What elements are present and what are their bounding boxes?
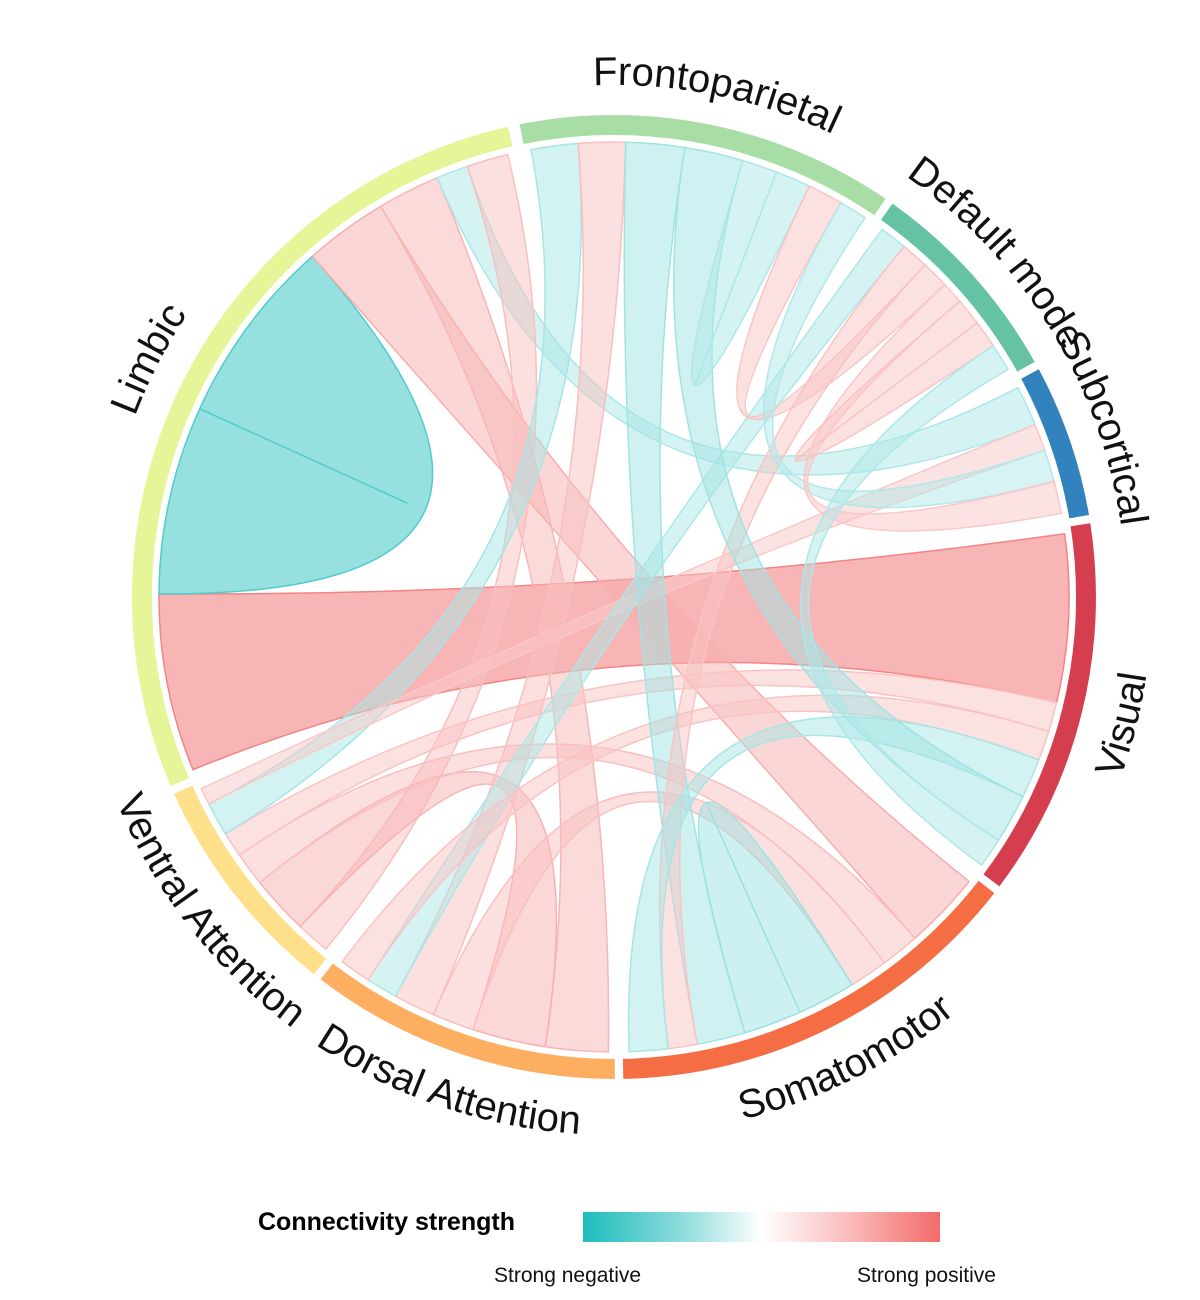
segment-arc-default-mode <box>881 203 1035 372</box>
chord-link-somatomotor-to-somatomotor <box>697 801 854 1034</box>
segment-arc-somatomotor <box>622 880 995 1079</box>
segment-arc-dorsal-attention <box>320 963 615 1080</box>
chord-link-default-mode-to-visual <box>800 344 1010 867</box>
legend-color-bar <box>583 1212 940 1242</box>
chord-link-frontoparietal-to-subcortical <box>762 201 1056 509</box>
chord-link-dorsal-attention-to-visual <box>341 694 1050 981</box>
segment-arc-subcortical <box>1021 369 1089 519</box>
legend-low-label: Strong negative <box>494 1264 642 1287</box>
segment-arc-visual <box>983 523 1096 887</box>
legend-high-label: Strong positive <box>857 1264 996 1287</box>
chord-link-dorsal-attention-to-somatomotor <box>432 791 886 1031</box>
segment-label-visual: Visual <box>1087 669 1155 782</box>
chord-link-ventral-attention-to-frontoparietal <box>207 142 582 835</box>
chord-link-frontoparietal-to-frontoparietal <box>690 159 811 386</box>
chord-link-default-mode-to-default-mode <box>794 300 995 462</box>
segment-arc-frontoparietal <box>519 114 886 216</box>
chord-link-frontoparietal-to-default-mode <box>736 185 946 421</box>
chord-link-limbic-to-limbic <box>158 255 434 595</box>
chord-segments <box>131 114 1096 1080</box>
legend-title: Connectivity strength <box>258 1208 515 1236</box>
segment-arc-ventral-attention <box>174 785 327 975</box>
chord-link-somatomotor-to-visual <box>627 716 1040 1053</box>
chord-links <box>158 141 1070 1053</box>
